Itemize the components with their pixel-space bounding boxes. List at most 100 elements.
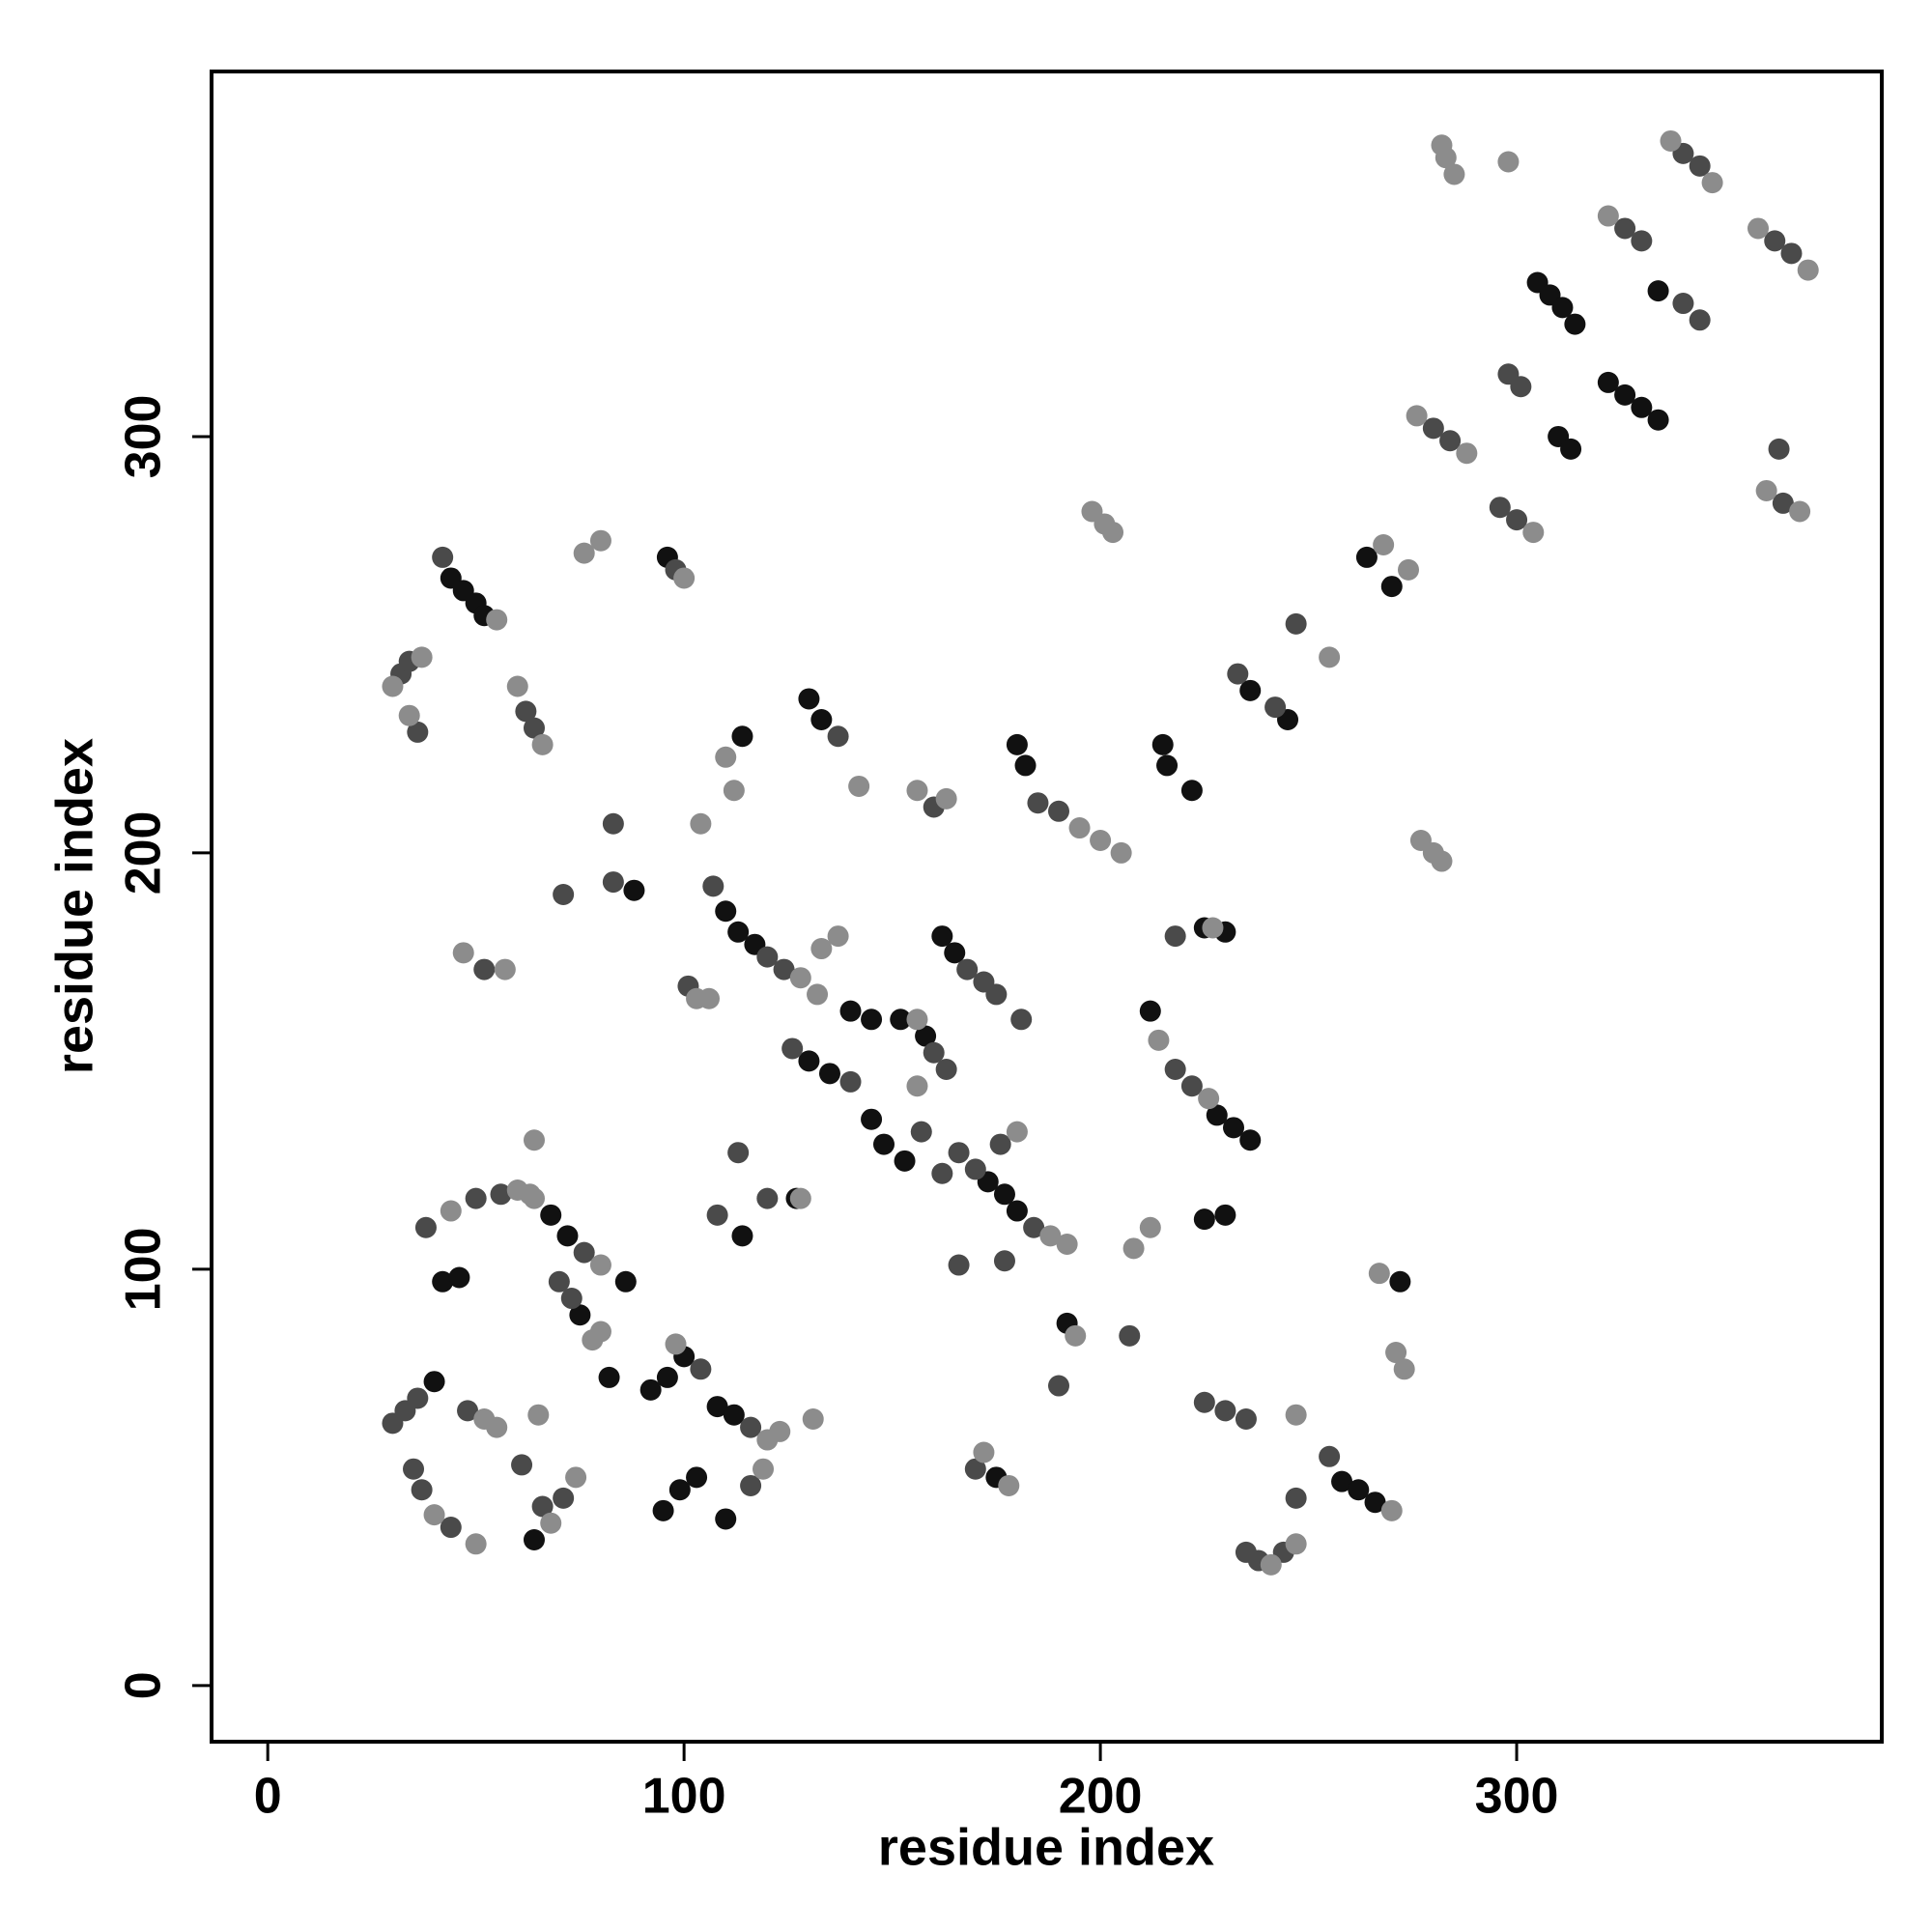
scatter-point xyxy=(589,1254,611,1276)
scatter-point xyxy=(465,1187,487,1209)
scatter-point xyxy=(573,1241,595,1264)
scatter-point xyxy=(1222,1117,1244,1139)
scatter-point xyxy=(531,733,554,755)
scatter-point xyxy=(1631,230,1653,252)
scatter-point xyxy=(1564,313,1586,335)
scatter-point xyxy=(1027,792,1049,814)
scatter-point xyxy=(998,1474,1020,1496)
scatter-point xyxy=(769,1420,791,1442)
scatter-point xyxy=(448,1266,470,1289)
scatter-point xyxy=(440,1517,462,1539)
scatter-point xyxy=(1551,297,1574,319)
scatter-point xyxy=(548,1270,570,1293)
scatter-point xyxy=(948,1254,970,1276)
scatter-point xyxy=(1406,405,1428,427)
scatter-point xyxy=(652,1499,674,1521)
scatter-point xyxy=(1701,172,1723,194)
scatter-point xyxy=(861,1108,883,1130)
scatter-point xyxy=(931,1162,953,1184)
scatter-point xyxy=(673,567,696,589)
scatter-point xyxy=(1156,754,1179,777)
scatter-point xyxy=(1755,479,1777,501)
scatter-point xyxy=(573,542,595,564)
scatter-point xyxy=(1393,1358,1415,1380)
scatter-point xyxy=(923,1041,945,1064)
scatter-point xyxy=(993,1183,1015,1206)
scatter-point xyxy=(523,1187,545,1209)
scatter-point xyxy=(1139,1216,1161,1238)
scatter-point xyxy=(706,1204,728,1226)
scatter-point xyxy=(668,1479,691,1501)
scatter-point xyxy=(706,1396,728,1418)
scatter-point xyxy=(1389,1270,1411,1293)
scatter-point xyxy=(432,1270,454,1293)
scatter-point xyxy=(948,1142,970,1164)
scatter-point xyxy=(1151,733,1174,755)
scatter-point xyxy=(798,1050,820,1072)
scatter-point xyxy=(1747,217,1770,240)
scatter-point xyxy=(798,688,820,710)
scatter-point xyxy=(411,646,433,668)
scatter-point xyxy=(411,1479,433,1501)
scatter-point xyxy=(1489,497,1511,519)
scatter-point xyxy=(540,1512,562,1534)
scatter-point xyxy=(1119,1324,1141,1347)
scatter-point xyxy=(1014,754,1037,777)
y-tick-label: 100 xyxy=(116,1227,172,1311)
scatter-point xyxy=(1110,841,1132,864)
scatter-point xyxy=(515,700,537,723)
scatter-point xyxy=(1348,1479,1370,1501)
x-tick-label: 100 xyxy=(642,1769,726,1825)
scatter-point xyxy=(1006,1200,1028,1222)
scatter-point xyxy=(1202,917,1224,939)
scatter-point xyxy=(906,1075,928,1097)
scatter-point xyxy=(1180,780,1203,802)
scatter-point xyxy=(1039,1225,1062,1247)
scatter-point xyxy=(731,725,753,748)
y-tick-label: 200 xyxy=(116,811,172,895)
scatter-point xyxy=(993,1250,1015,1272)
scatter-point xyxy=(1239,1129,1262,1151)
scatter-point xyxy=(890,1009,912,1031)
scatter-point xyxy=(686,1466,708,1489)
scatter-point xyxy=(589,529,611,552)
scatter-point xyxy=(839,1000,862,1022)
scatter-point xyxy=(523,1528,545,1550)
scatter-point xyxy=(407,721,429,743)
scatter-point xyxy=(1647,409,1669,431)
scatter-point xyxy=(1206,1104,1228,1126)
scatter-point xyxy=(553,1487,575,1509)
scatter-point xyxy=(727,1142,750,1164)
scatter-point xyxy=(1214,1400,1236,1422)
scatter-point xyxy=(715,900,737,923)
scatter-point xyxy=(1660,129,1682,152)
scatter-point xyxy=(1373,533,1395,555)
scatter-point xyxy=(1164,1059,1186,1081)
scatter-point xyxy=(1164,925,1186,948)
scatter-point xyxy=(1672,293,1694,315)
scatter-point xyxy=(560,1288,582,1310)
scatter-point xyxy=(1443,163,1465,185)
scatter-point xyxy=(935,787,957,810)
scatter-point xyxy=(1506,509,1528,531)
scatter-point xyxy=(540,1204,562,1226)
scatter-point xyxy=(1285,1404,1307,1426)
scatter-point xyxy=(807,983,829,1006)
scatter-point xyxy=(956,958,979,980)
scatter-point xyxy=(1319,646,1341,668)
scatter-point xyxy=(839,1070,862,1093)
scatter-point xyxy=(1456,442,1478,465)
scatter-point xyxy=(423,1504,445,1526)
scatter-point xyxy=(818,1063,840,1085)
scatter-point xyxy=(1614,384,1636,406)
scatter-point xyxy=(523,717,545,739)
scatter-point xyxy=(457,1400,479,1422)
scatter-point xyxy=(1198,1088,1220,1110)
scatter-point xyxy=(598,1366,620,1388)
scatter-point xyxy=(473,958,496,980)
scatter-point xyxy=(697,987,720,1009)
scatter-point xyxy=(1364,1492,1386,1514)
scatter-point xyxy=(1380,576,1403,598)
scatter-point xyxy=(1772,492,1794,514)
